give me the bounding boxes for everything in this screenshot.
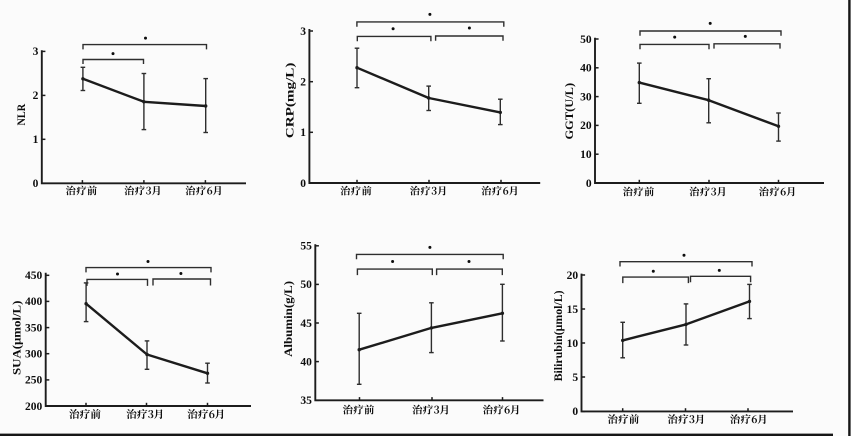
svg-text:0: 0 xyxy=(572,406,578,418)
svg-text:400: 400 xyxy=(25,296,43,308)
svg-text:40: 40 xyxy=(300,356,312,368)
svg-text:0: 0 xyxy=(33,178,39,190)
svg-text:40: 40 xyxy=(580,63,592,75)
svg-text:2: 2 xyxy=(33,90,39,102)
svg-text:10: 10 xyxy=(580,149,592,161)
svg-text:SUA(μmol/L): SUA(μmol/L) xyxy=(12,300,24,375)
svg-text:NLR: NLR xyxy=(16,103,28,125)
svg-text:50: 50 xyxy=(300,279,312,291)
svg-text:5: 5 xyxy=(572,372,578,384)
svg-text:15: 15 xyxy=(567,304,579,316)
svg-text:30: 30 xyxy=(580,91,592,103)
svg-text:Albumin(g/L): Albumin(g/L) xyxy=(283,281,295,357)
svg-text:20: 20 xyxy=(580,120,592,132)
svg-text:350: 350 xyxy=(25,322,43,334)
svg-text:3: 3 xyxy=(33,46,39,58)
svg-text:2: 2 xyxy=(300,77,306,89)
svg-text:CRP(mg/L): CRP(mg/L) xyxy=(285,62,297,138)
svg-text:Bilirubin(μmol/L): Bilirubin(μmol/L) xyxy=(553,290,565,381)
svg-text:300: 300 xyxy=(25,349,43,361)
svg-text:3: 3 xyxy=(300,26,306,38)
svg-text:1: 1 xyxy=(33,134,39,146)
svg-text:50: 50 xyxy=(580,34,592,46)
svg-text:1: 1 xyxy=(300,127,306,139)
svg-text:45: 45 xyxy=(300,318,312,330)
svg-text:250: 250 xyxy=(25,375,43,387)
svg-text:0: 0 xyxy=(300,178,306,190)
svg-text:35: 35 xyxy=(300,395,312,407)
svg-text:GGT(U/L): GGT(U/L) xyxy=(564,83,576,140)
svg-text:10: 10 xyxy=(567,338,579,350)
svg-text:0: 0 xyxy=(586,178,592,190)
svg-text:55: 55 xyxy=(300,241,312,253)
svg-text:20: 20 xyxy=(567,270,579,282)
svg-text:450: 450 xyxy=(25,270,43,282)
svg-text:200: 200 xyxy=(25,401,43,413)
